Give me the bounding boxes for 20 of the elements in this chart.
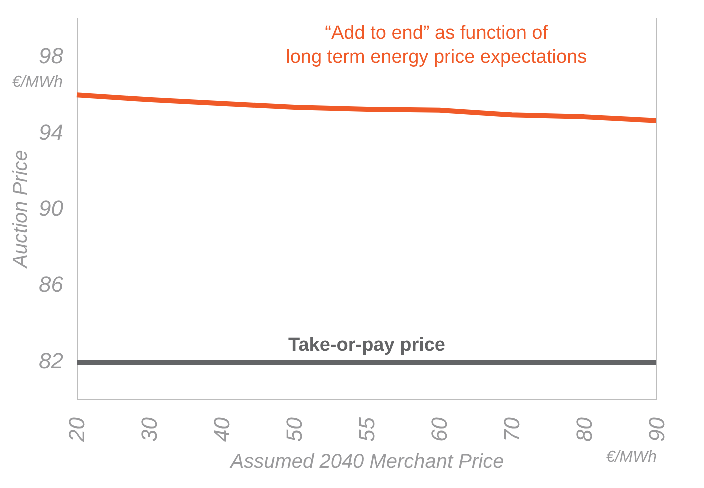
y-axis-title: Auction Price [10,150,32,269]
x-tick-label: 40 [210,416,234,442]
x-tick-label: 30 [137,416,162,442]
y-tick-label: 90 [39,196,64,221]
x-tick-label: 90 [644,416,670,442]
text: €/MWh [12,74,64,92]
y-tick-label: 94 [39,120,64,145]
y-tick-label: 82 [39,348,64,374]
y-tick-label: 98 [39,44,64,69]
x-tick-label: 60 [427,416,452,442]
text: “Add to end” as function of long term energy price expectations [286,23,588,68]
x-tick-label: 20 [64,416,90,443]
series-label: Take-or-pay price [288,334,446,356]
x-axis-title: Assumed 2040 Merchant Price [230,450,504,473]
x-tick-label: 70 [500,416,524,442]
x-tick-label: 50 [282,416,307,442]
x-tick-label: 55 [354,416,380,442]
x-tick-label: 80 [572,416,597,442]
y-tick-label: 86 [39,272,64,298]
text: €/MWh [606,449,658,466]
